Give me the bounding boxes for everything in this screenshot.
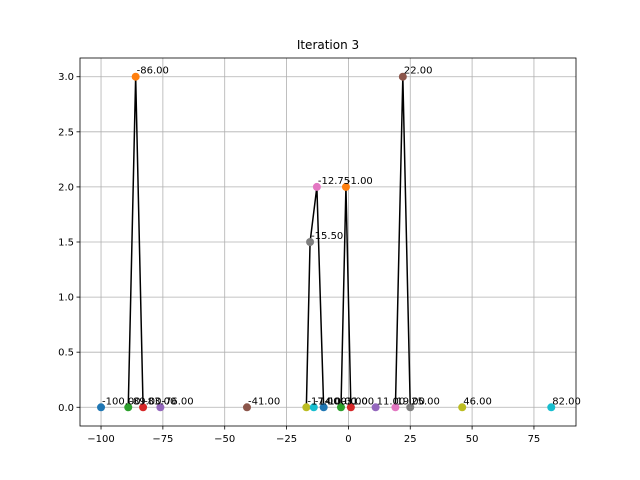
y-tick-label: 0.5	[58, 348, 74, 359]
data-label: -41.00	[248, 396, 280, 407]
data-label: -3.00	[342, 396, 368, 407]
y-tick-label: 2.0	[58, 182, 74, 193]
x-tick-label: −25	[276, 434, 297, 445]
data-point	[336, 403, 345, 412]
x-tick-label: −50	[214, 434, 235, 445]
x-tick-label: 75	[528, 434, 541, 445]
data-label: 19.00	[396, 396, 425, 407]
data-point	[319, 403, 328, 412]
data-point	[242, 403, 251, 412]
data-label: -89.00	[129, 396, 161, 407]
data-label: -14.00	[315, 396, 347, 407]
series-line	[305, 186, 325, 408]
data-point	[124, 403, 133, 412]
data-label: 46.00	[463, 396, 492, 407]
y-tick-label: 1.0	[58, 293, 74, 304]
data-label: -17.00	[307, 396, 339, 407]
data-points	[97, 72, 556, 412]
y-axis: 0.0 0.5 1.0 1.5 2.0 2.5 3.0	[58, 72, 80, 414]
x-tick-label: 50	[466, 434, 479, 445]
x-tick-label: 25	[404, 434, 417, 445]
data-label: 82.00	[552, 396, 581, 407]
y-tick-label: 3.0	[58, 72, 74, 83]
data-point	[341, 182, 350, 191]
data-point	[131, 72, 140, 81]
data-label: 1.00	[352, 396, 374, 407]
data-label: -83.00	[144, 396, 176, 407]
data-point	[309, 403, 318, 412]
data-label: -100.00	[102, 396, 141, 407]
x-tick-label: −75	[152, 434, 173, 445]
chart-title: Iteration 3	[297, 38, 359, 52]
data-point	[346, 403, 355, 412]
data-point	[398, 72, 407, 81]
x-tick-label: 0	[345, 434, 351, 445]
data-point	[391, 403, 400, 412]
data-label: -1.00	[347, 176, 373, 187]
data-point	[371, 403, 380, 412]
data-label: -86.00	[137, 66, 169, 77]
data-label: -12.75	[318, 176, 350, 187]
y-tick-label: 2.5	[58, 127, 74, 138]
data-point	[97, 403, 106, 412]
data-point	[139, 403, 148, 412]
data-label: -76.00	[161, 396, 193, 407]
data-point	[302, 403, 311, 412]
data-labels: -100.00-89.00 -86.00 -83.00-76.00 -41.00 -17…	[102, 66, 581, 408]
data-label: 11.00	[377, 396, 406, 407]
data-point	[312, 182, 321, 191]
y-tick-label: 1.5	[58, 238, 74, 249]
data-point	[547, 403, 556, 412]
x-tick-label: −100	[87, 434, 114, 445]
data-label: 25.00	[411, 396, 440, 407]
x-axis: −100 −75 −50 −25 0 25 50 75	[87, 426, 540, 445]
data-point	[458, 403, 467, 412]
y-tick-label: 0.0	[58, 403, 74, 414]
data-point	[156, 403, 165, 412]
data-label: -15.50	[311, 231, 343, 242]
data-label: -10.00	[325, 396, 357, 407]
data-label: 22.00	[404, 66, 433, 77]
data-point	[306, 238, 315, 246]
data-point	[406, 403, 415, 412]
